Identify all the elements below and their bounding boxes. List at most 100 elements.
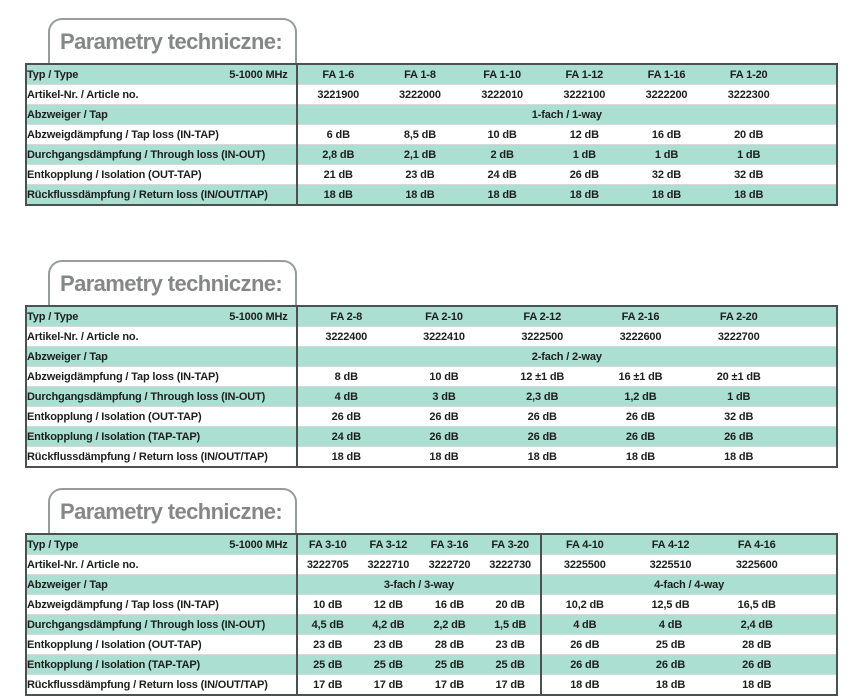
table-row: Entkopplung / Isolation (TAP-TAP) 24 dB … — [26, 426, 837, 447]
value-cell: 2,8 dB — [295, 144, 379, 165]
value-cell: 26 dB — [493, 426, 592, 447]
table-row: Durchgangsdämpfung / Through loss (IN-OU… — [26, 144, 837, 165]
column-header: FA 1-8 — [378, 64, 462, 85]
value-cell: 25 dB — [418, 654, 481, 675]
value-cell: 10,2 dB — [540, 594, 628, 615]
value-cell: 1 dB — [689, 386, 788, 407]
table-row: Abzweiger / Tap 3-fach / 3-way 4-fach / … — [26, 574, 837, 595]
article-cell: 3221900 — [295, 84, 379, 105]
column-header: FA 4-12 — [627, 534, 714, 555]
row-label: Artikel-Nr. / Article no. — [26, 326, 297, 347]
table-row: Rückflussdämpfung / Return loss (IN/OUT/… — [26, 674, 837, 695]
article-cell: 3225600 — [713, 554, 800, 575]
table-row: Durchgangsdämpfung / Through loss (IN-OU… — [26, 614, 837, 635]
value-cell: 3 dB — [394, 386, 494, 407]
value-cell: 4 dB — [627, 614, 714, 635]
type-label: Typ / Type — [27, 538, 79, 551]
row-label: Entkopplung / Isolation (TAP-TAP) — [26, 654, 297, 675]
value-cell: 26 dB — [689, 426, 788, 447]
spacer-cell — [787, 366, 837, 387]
value-cell: 17 dB — [418, 674, 481, 695]
table-row: Artikel-Nr. / Article no. 3222400 322241… — [26, 326, 837, 347]
value-cell: 18 dB — [493, 446, 592, 467]
row-label: Entkopplung / Isolation (OUT-TAP) — [26, 634, 297, 655]
value-cell: 23 dB — [295, 634, 358, 655]
table-row: Typ / Type 5-1000 MHz FA 1-6 FA 1-8 FA 1… — [26, 64, 837, 85]
table-row: Durchgangsdämpfung / Through loss (IN-OU… — [26, 386, 837, 407]
article-cell: 3222100 — [543, 84, 626, 105]
row-label: Abzweiger / Tap — [26, 574, 297, 595]
column-header: FA 4-16 — [713, 534, 800, 555]
value-cell: 26 dB — [591, 426, 690, 447]
value-cell: 24 dB — [461, 164, 544, 185]
column-header: FA 1-16 — [625, 64, 708, 85]
table-row: Abzweigdämpfung / Tap loss (IN-TAP) 8 dB… — [26, 366, 837, 387]
spacer-cell — [789, 184, 837, 205]
value-cell: 25 dB — [480, 654, 542, 675]
value-cell: 26 dB — [627, 654, 714, 675]
spacer-cell — [787, 326, 837, 347]
section-title-2: Parametry techniczne: — [60, 270, 283, 296]
spacer-cell — [789, 144, 837, 165]
value-cell: 2,3 dB — [493, 386, 592, 407]
type-header-cell: Typ / Type 5-1000 MHz — [26, 534, 297, 555]
value-cell: 6 dB — [295, 124, 379, 145]
spacer-cell — [789, 164, 837, 185]
value-cell: 16 ±1 dB — [591, 366, 690, 387]
spacer-cell — [799, 654, 837, 675]
row-label: Rückflussdämpfung / Return loss (IN/OUT/… — [26, 184, 297, 205]
value-cell: 1,2 dB — [591, 386, 690, 407]
article-cell: 3222410 — [394, 326, 494, 347]
table-row: Abzweigdämpfung / Tap loss (IN-TAP) 10 d… — [26, 594, 837, 615]
value-cell: 4,2 dB — [357, 614, 419, 635]
value-cell: 32 dB — [689, 406, 788, 427]
article-cell: 3222720 — [418, 554, 481, 575]
table-row: Typ / Type 5-1000 MHz FA 2-8 FA 2-10 FA … — [26, 306, 837, 327]
value-cell: 24 dB — [295, 426, 395, 447]
tap-group-cell: 3-fach / 3-way — [295, 574, 542, 595]
value-cell: 10 dB — [461, 124, 544, 145]
value-cell: 20 ±1 dB — [689, 366, 788, 387]
spacer-cell — [787, 386, 837, 407]
article-cell: 3222400 — [295, 326, 395, 347]
article-cell: 3222700 — [689, 326, 788, 347]
value-cell: 28 dB — [418, 634, 481, 655]
column-header: FA 4-10 — [540, 534, 628, 555]
column-header: FA 3-10 — [295, 534, 358, 555]
article-cell: 3222500 — [493, 326, 592, 347]
value-cell: 16 dB — [625, 124, 708, 145]
section-title-3: Parametry techniczne: — [60, 498, 283, 524]
value-cell: 32 dB — [625, 164, 708, 185]
value-cell: 23 dB — [357, 634, 419, 655]
value-cell: 8,5 dB — [378, 124, 462, 145]
value-cell: 21 dB — [295, 164, 379, 185]
row-label: Abzweigdämpfung / Tap loss (IN-TAP) — [26, 366, 297, 387]
row-label: Entkopplung / Isolation (TAP-TAP) — [26, 426, 297, 447]
row-label: Artikel-Nr. / Article no. — [26, 554, 297, 575]
column-header: FA 3-16 — [418, 534, 481, 555]
value-cell: 23 dB — [480, 634, 542, 655]
table-row: Rückflussdämpfung / Return loss (IN/OUT/… — [26, 446, 837, 467]
table-row: Entkopplung / Isolation (TAP-TAP) 25 dB … — [26, 654, 837, 675]
value-cell: 1 dB — [625, 144, 708, 165]
value-cell: 12,5 dB — [627, 594, 714, 615]
value-cell: 18 dB — [461, 184, 544, 205]
column-header: FA 1-6 — [295, 64, 379, 85]
row-label: Abzweigdämpfung / Tap loss (IN-TAP) — [26, 124, 297, 145]
value-cell: 18 dB — [625, 184, 708, 205]
tech-table-2way: Typ / Type 5-1000 MHz FA 2-8 FA 2-10 FA … — [25, 305, 838, 468]
row-label: Abzweiger / Tap — [26, 104, 297, 125]
value-cell: 2 dB — [461, 144, 544, 165]
value-cell: 17 dB — [357, 674, 419, 695]
spacer-cell — [789, 64, 837, 85]
value-cell: 17 dB — [295, 674, 358, 695]
table-row: Artikel-Nr. / Article no. 3221900 322200… — [26, 84, 837, 105]
value-cell: 18 dB — [540, 674, 628, 695]
value-cell: 23 dB — [378, 164, 462, 185]
tech-table-1way: Typ / Type 5-1000 MHz FA 1-6 FA 1-8 FA 1… — [25, 63, 838, 206]
value-cell: 25 dB — [627, 634, 714, 655]
value-cell: 16 dB — [418, 594, 481, 615]
value-cell: 12 dB — [357, 594, 419, 615]
value-cell: 18 dB — [378, 184, 462, 205]
spacer-cell — [799, 634, 837, 655]
